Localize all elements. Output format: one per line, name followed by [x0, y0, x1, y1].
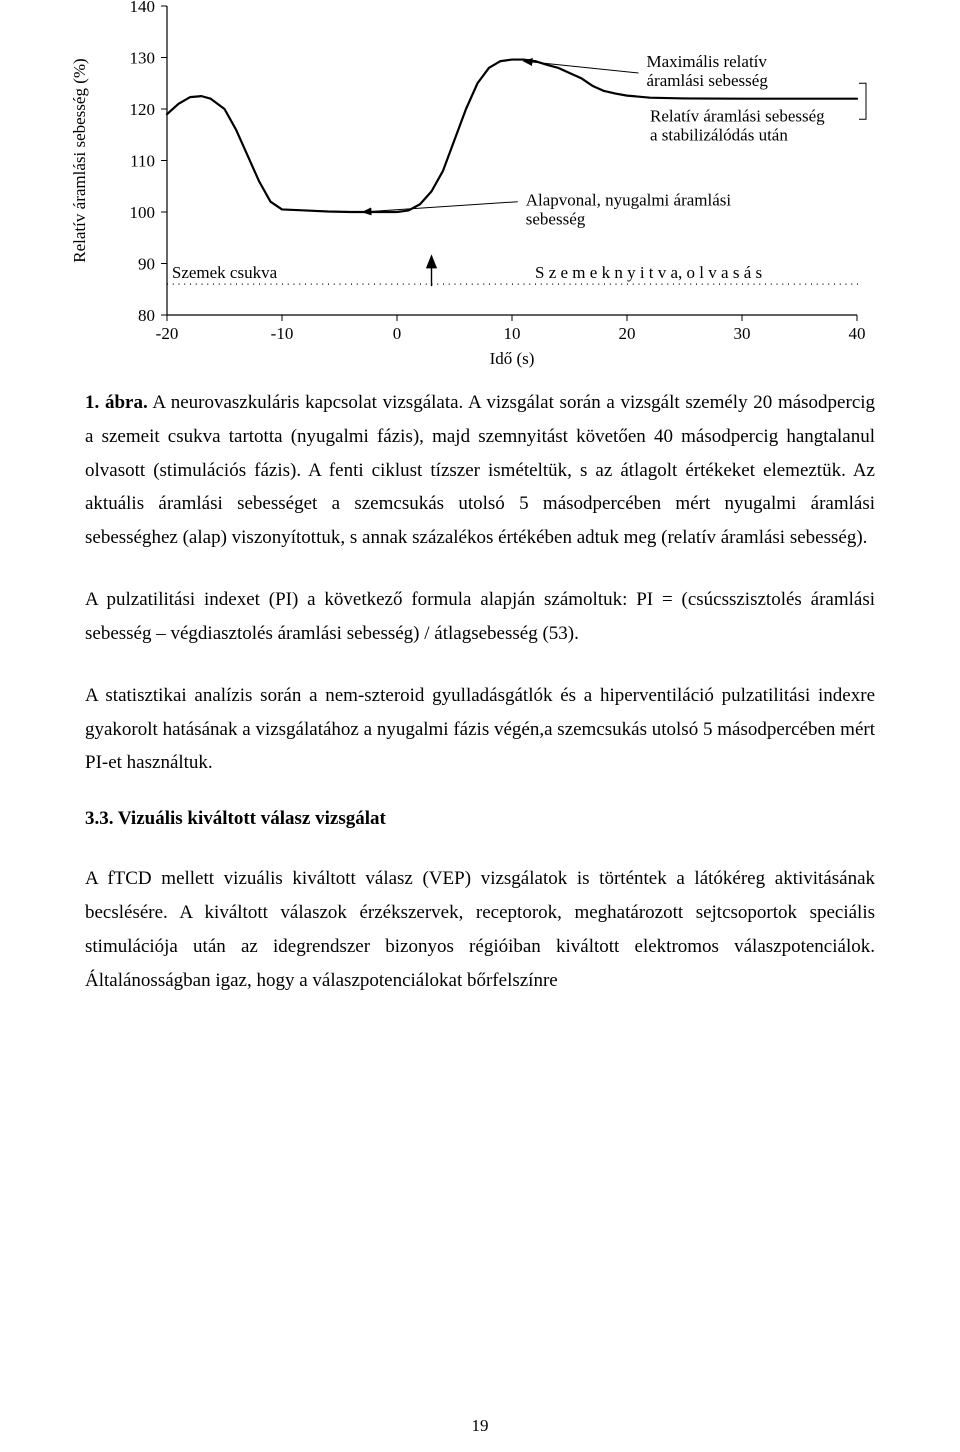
paragraph-statistics: A statisztikai analízis során a nem-szte…: [85, 679, 875, 780]
svg-text:10: 10: [504, 324, 521, 343]
svg-text:-10: -10: [271, 324, 294, 343]
svg-text:140: 140: [130, 0, 156, 16]
svg-text:0: 0: [393, 324, 402, 343]
svg-text:100: 100: [130, 203, 156, 222]
flow-velocity-chart: 80 90 100 110 120 130 140 -20 -10 0 10 20 30 40 Idő (s…: [57, 0, 877, 370]
svg-text:áramlási sebesség: áramlási sebesség: [647, 71, 769, 90]
page-number: 19: [0, 1416, 960, 1436]
svg-text:Relatív áramlási sebesség: Relatív áramlási sebesség: [650, 106, 825, 125]
svg-text:80: 80: [138, 306, 155, 325]
svg-text:Idő (s): Idő (s): [490, 349, 535, 368]
svg-text:120: 120: [130, 100, 156, 119]
figure-caption: 1. ábra. A neurovaszkuláris kapcsolat vi…: [85, 386, 875, 555]
svg-text:90: 90: [138, 255, 155, 274]
svg-text:130: 130: [130, 49, 156, 68]
figure-title: A neurovaszkuláris kapcsolat vizsgálata.: [152, 392, 463, 413]
paragraph-vep: A fTCD mellett vizuális kiváltott válasz…: [85, 862, 875, 997]
svg-text:40: 40: [849, 324, 866, 343]
svg-text:sebesség: sebesség: [526, 210, 586, 229]
figure-text: A vizsgálat során a vizsgált személy 20 …: [85, 392, 875, 548]
svg-text:Maximális relatív: Maximális relatív: [647, 52, 768, 71]
svg-text:-20: -20: [156, 324, 179, 343]
svg-text:Relatív áramlási sebesség (%): Relatív áramlási sebesség (%): [70, 58, 89, 262]
svg-text:a stabilizálódás után: a stabilizálódás után: [650, 125, 788, 144]
section-heading-3-3: 3.3. Vizuális kiváltott válasz vizsgálat: [85, 808, 875, 830]
paragraph-pi-formula: A pulzatilitási indexet (PI) a következő…: [85, 583, 875, 651]
svg-text:30: 30: [734, 324, 751, 343]
svg-text:Alapvonal, nyugalmi áramlási: Alapvonal, nyugalmi áramlási: [526, 191, 732, 210]
svg-text:110: 110: [130, 152, 155, 171]
svg-text:S z e m e k n y i t v a, o: S z e m e k n y i t v a, o l v a s á s: [535, 263, 762, 282]
figure-label: 1. ábra.: [85, 392, 148, 413]
svg-text:Szemek csukva: Szemek csukva: [172, 263, 278, 282]
svg-text:20: 20: [619, 324, 636, 343]
